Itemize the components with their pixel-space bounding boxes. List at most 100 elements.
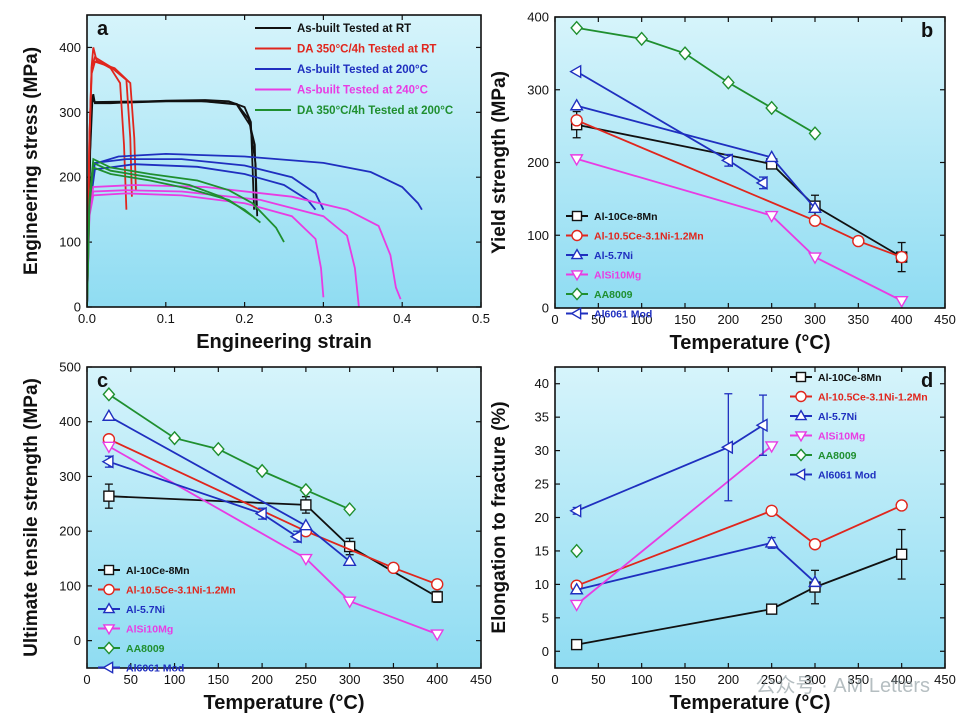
x-tick-label: 200 <box>717 312 739 327</box>
data-point <box>101 408 116 421</box>
series-al-5-7ni <box>101 408 357 566</box>
x-tick-label: 300 <box>804 312 826 327</box>
legend-marker <box>570 270 584 282</box>
curve <box>87 184 402 307</box>
legend-marker <box>102 661 114 674</box>
x-tick-label: 450 <box>934 312 956 327</box>
legend-marker <box>795 371 807 383</box>
series-line <box>108 438 438 586</box>
legend-entry: As-built Tested at 240°C <box>297 85 428 97</box>
x-tick-label: 0 <box>551 672 558 687</box>
y-tick-label: 15 <box>535 543 549 558</box>
y-tick-label: 200 <box>59 524 81 539</box>
legend: Al-10Ce-8Mn Al-10.5Ce-3.1Ni-1.2Mn Al-5.7Ni… <box>566 210 704 321</box>
x-tick-label: 100 <box>631 312 653 327</box>
y-tick-label: 400 <box>527 10 549 25</box>
x-tick-label: 450 <box>470 672 492 687</box>
legend-entry: AlSi10Mg <box>126 624 173 636</box>
series-al-10-5ce-3-1ni-1-2mn <box>570 114 908 264</box>
data-area <box>569 393 908 651</box>
x-tick-label: 350 <box>847 312 869 327</box>
data-point <box>103 490 115 502</box>
y-axis: 0 5 10 15 20 25 30 35 40 <box>535 376 945 659</box>
panel-label: b <box>921 20 933 42</box>
x-axis-title: Temperature (°C) <box>204 692 365 714</box>
y-tick-label: 300 <box>59 105 81 120</box>
data-point <box>720 440 734 455</box>
data-point <box>895 499 908 512</box>
legend-marker <box>795 390 807 403</box>
data-point <box>343 501 357 517</box>
x-tick-label: 0 <box>551 312 558 327</box>
y-tick-label: 200 <box>59 170 81 185</box>
curve <box>87 166 254 307</box>
legend-marker <box>103 583 115 596</box>
x-tick-label: 150 <box>207 672 229 687</box>
data-point <box>808 538 822 551</box>
y-tick-label: 100 <box>527 228 549 243</box>
x-tick-label: 50 <box>591 672 605 687</box>
x-tick-label: 400 <box>891 672 913 687</box>
legend-marker <box>103 564 115 576</box>
x-tick-label: 300 <box>339 672 361 687</box>
data-point <box>764 210 779 224</box>
legend-marker <box>571 229 583 242</box>
plot-frame <box>554 366 946 669</box>
legend-entry: Al-10Ce-8Mn <box>594 211 658 223</box>
data-point <box>808 214 822 227</box>
data-point <box>299 482 313 498</box>
series-line <box>108 445 438 635</box>
x-axis-title: Temperature (°C) <box>670 332 831 354</box>
x-tick-label: 0.4 <box>393 311 411 326</box>
curve <box>87 60 137 307</box>
data-point <box>569 98 584 111</box>
data-point <box>765 603 778 615</box>
legend: As-built Tested at RT DA 350°C/4h Tested … <box>255 23 453 117</box>
series-line <box>576 123 903 258</box>
data-area <box>569 20 909 308</box>
series-alsi10mg <box>101 441 445 642</box>
legend-entry: Al-10Ce-8Mn <box>818 372 882 384</box>
legend-entry: AA8009 <box>126 643 165 655</box>
data-point <box>431 578 444 591</box>
data-point <box>101 454 114 469</box>
data-point <box>569 599 584 612</box>
y-tick-label: 500 <box>59 360 81 375</box>
y-axis-title: Ultimate tensile strength (MPa) <box>21 378 42 657</box>
x-tick-label: 100 <box>631 672 653 687</box>
data-point <box>570 638 583 651</box>
plot-background <box>555 367 945 668</box>
y-tick-label: 0 <box>74 300 81 315</box>
data-point <box>852 234 865 248</box>
data-point <box>569 503 582 518</box>
x-axis: 0 50 100 150 200 250 300 350 400 450 <box>83 367 492 687</box>
legend-entry: DA 350°C/4h Tested at RT <box>297 44 436 56</box>
x-tick-label: 200 <box>251 672 273 687</box>
series-al-10-5ce-3-1ni-1-2mn <box>570 499 908 592</box>
legend: Al-10Ce-8Mn Al-10.5Ce-3.1Ni-1.2Mn Al-5.7Ni… <box>98 564 236 675</box>
y-tick-label: 35 <box>535 410 549 425</box>
legend-entry: Al-10.5Ce-3.1Ni-1.2Mn <box>594 231 704 243</box>
x-axis-title: Temperature (°C) <box>670 692 831 714</box>
data-point <box>254 506 267 521</box>
panel-c: 0 50 100 150 200 250 300 350 400 450 0 100 200 300 400… <box>21 360 492 715</box>
data-point <box>431 591 443 603</box>
series-as-built-tested-at-240-c <box>87 184 402 307</box>
data-point <box>808 252 822 265</box>
legend-marker <box>571 210 583 222</box>
data-point <box>895 548 908 560</box>
series-line <box>576 119 903 258</box>
data-point <box>298 553 313 566</box>
data-point <box>342 553 357 566</box>
x-tick-label: 0.3 <box>314 311 332 326</box>
x-tick-label: 250 <box>761 312 783 327</box>
data-point <box>570 114 583 127</box>
data-point <box>570 543 584 559</box>
legend-entry: DA 350°C/4h Tested at 200°C <box>297 105 453 117</box>
plot-frame <box>554 16 946 309</box>
data-point <box>298 518 313 531</box>
series-aa8009 <box>570 20 822 141</box>
panel-label: c <box>97 370 108 392</box>
series-line <box>576 27 816 135</box>
